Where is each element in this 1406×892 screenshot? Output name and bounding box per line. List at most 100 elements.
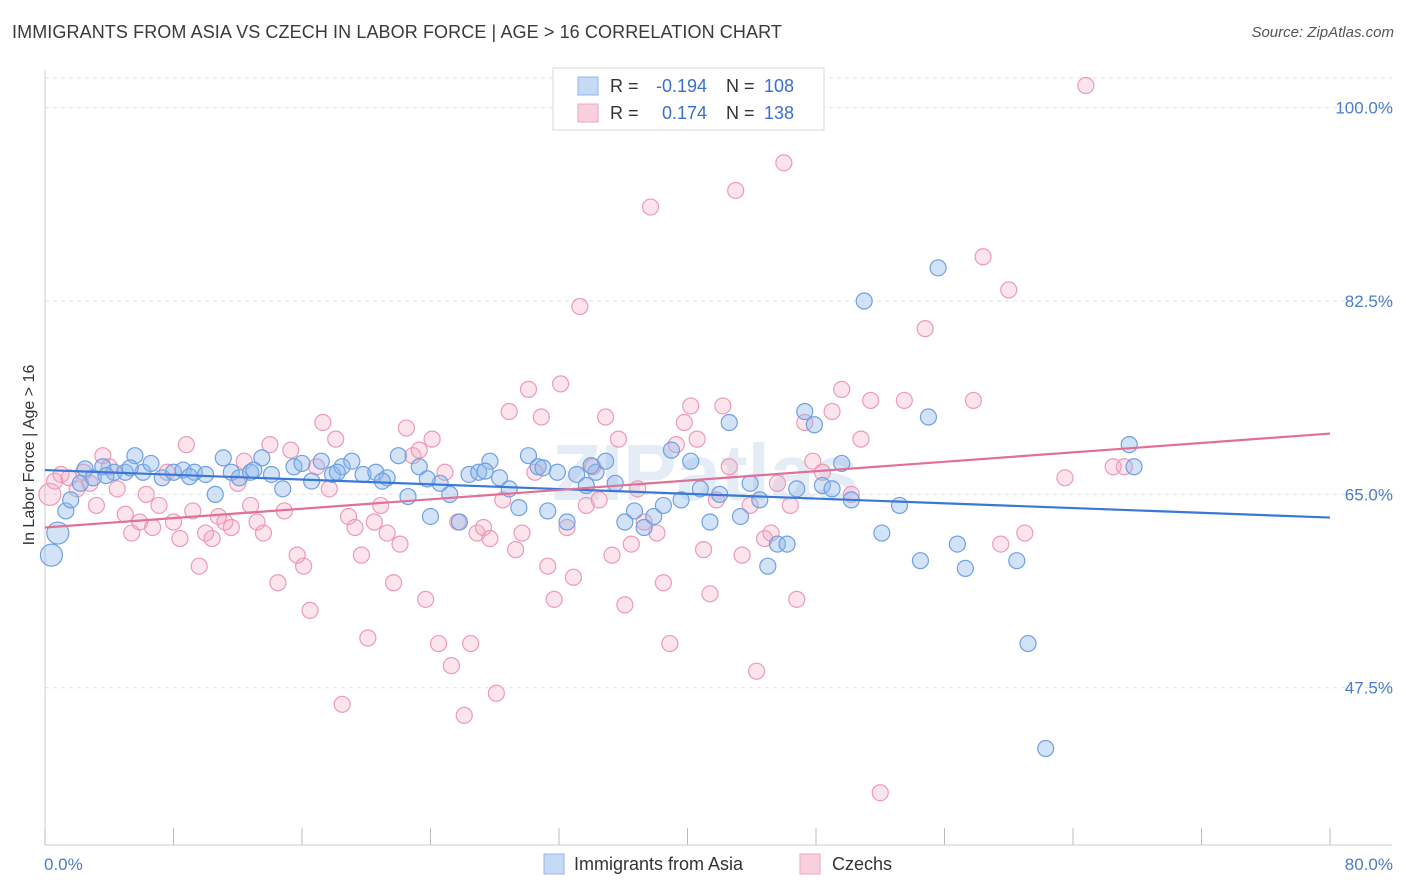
point-asia-38: [410, 458, 428, 476]
point-czechs-99: [688, 430, 706, 448]
trendline-czechs: [44, 432, 1331, 529]
point-czechs-1: [46, 472, 64, 490]
point-asia-57: [596, 452, 615, 470]
point-asia-3: [62, 491, 80, 509]
point-czechs-32: [254, 524, 273, 542]
series-legend-swatch-asia: [543, 853, 565, 875]
point-asia-39: [421, 507, 440, 526]
point-czechs-123: [871, 784, 889, 802]
series-legend-swatch-czechs: [799, 853, 821, 875]
point-asia-76: [778, 535, 796, 553]
point-czechs-134: [1115, 458, 1134, 476]
point-asia-23: [253, 449, 271, 467]
point-asia-85: [873, 524, 891, 542]
y-tick-label-3: 100.0%: [1335, 99, 1393, 118]
stats-legend: R = -0.194 N = 108 R = 0.174 N = 138: [552, 67, 825, 131]
point-asia-45: [481, 452, 499, 470]
point-czechs-113: [781, 496, 799, 515]
point-asia-42: [450, 513, 469, 531]
point-czechs-87: [609, 430, 628, 448]
point-czechs-51: [378, 524, 396, 542]
point-czechs-94: [654, 574, 673, 592]
y-tick-label-1: 65.0%: [1345, 485, 1393, 504]
point-czechs-85: [596, 408, 615, 426]
point-czechs-76: [539, 557, 557, 575]
point-czechs-72: [513, 524, 531, 542]
point-czechs-54: [397, 419, 416, 437]
point-czechs-122: [862, 391, 880, 410]
point-czechs-92: [641, 198, 660, 216]
point-czechs-121: [852, 430, 870, 448]
point-asia-75: [768, 535, 787, 553]
point-czechs-46: [346, 518, 364, 537]
point-asia-91: [956, 559, 974, 578]
trendline-asia: [44, 468, 1331, 519]
point-czechs-118: [823, 402, 841, 421]
point-czechs-10: [108, 480, 126, 498]
point-asia-63: [654, 496, 673, 515]
legend-r-value-1: -0.194: [656, 76, 707, 96]
point-czechs-58: [423, 430, 441, 448]
point-czechs-24: [203, 529, 221, 548]
legend-r-label-1: R =: [610, 76, 639, 96]
point-czechs-53: [391, 535, 409, 553]
point-czechs-67: [481, 529, 499, 548]
point-asia-78: [796, 402, 814, 421]
point-czechs-34: [269, 574, 287, 592]
point-czechs-16: [150, 496, 168, 515]
point-czechs-11: [116, 505, 134, 523]
point-asia-90: [948, 535, 966, 553]
point-czechs-103: [714, 397, 732, 415]
point-asia-64: [662, 441, 681, 459]
point-asia-52: [548, 463, 566, 481]
point-czechs-52: [384, 574, 403, 592]
point-asia-67: [691, 480, 709, 498]
point-asia-0: [39, 543, 64, 567]
point-czechs-9: [100, 458, 118, 476]
point-czechs-125: [916, 320, 934, 338]
point-czechs-78: [552, 375, 570, 393]
point-czechs-95: [661, 634, 679, 653]
point-czechs-59: [429, 634, 448, 653]
source-note: Source: ZipAtlas.com: [1251, 24, 1394, 41]
legend-swatch-blue: [577, 76, 599, 96]
legend-r-value-2: 0.174: [662, 103, 707, 123]
point-czechs-129: [1000, 281, 1018, 299]
point-asia-66: [682, 452, 700, 470]
point-asia-102: [373, 472, 391, 490]
point-asia-68: [701, 513, 719, 531]
point-asia-79: [805, 416, 823, 434]
point-asia-86: [890, 496, 909, 515]
point-czechs-48: [359, 629, 377, 647]
point-czechs-131: [1056, 469, 1074, 487]
point-czechs-14: [137, 485, 155, 503]
series-legend: Immigrants from Asia Czechs: [543, 853, 892, 875]
point-asia-104: [476, 462, 494, 480]
point-czechs-68: [487, 684, 505, 702]
point-czechs-22: [190, 557, 208, 575]
legend-n-value-1: 108: [764, 76, 794, 96]
point-czechs-41: [314, 413, 332, 432]
point-czechs-80: [564, 568, 583, 586]
point-asia-2: [57, 502, 75, 520]
point-czechs-44: [333, 695, 351, 713]
point-asia-101: [328, 463, 346, 481]
point-czechs-33: [261, 436, 279, 454]
point-asia-31: [333, 458, 351, 476]
point-czechs-73: [519, 380, 538, 398]
point-asia-44: [470, 463, 488, 481]
point-asia-71: [731, 507, 750, 526]
point-asia-54: [568, 465, 586, 484]
point-asia-72: [741, 474, 759, 492]
x-tick-label-min: 0.0%: [44, 855, 83, 874]
point-asia-27: [293, 454, 311, 473]
point-czechs-132: [1077, 76, 1095, 95]
series-legend-label-asia: Immigrants from Asia: [574, 854, 744, 874]
point-asia-94: [1037, 739, 1055, 758]
point-czechs-7: [87, 496, 106, 515]
point-asia-97: [97, 466, 115, 485]
point-asia-19: [214, 449, 232, 467]
point-czechs-43: [327, 430, 345, 448]
point-asia-34: [367, 463, 385, 481]
